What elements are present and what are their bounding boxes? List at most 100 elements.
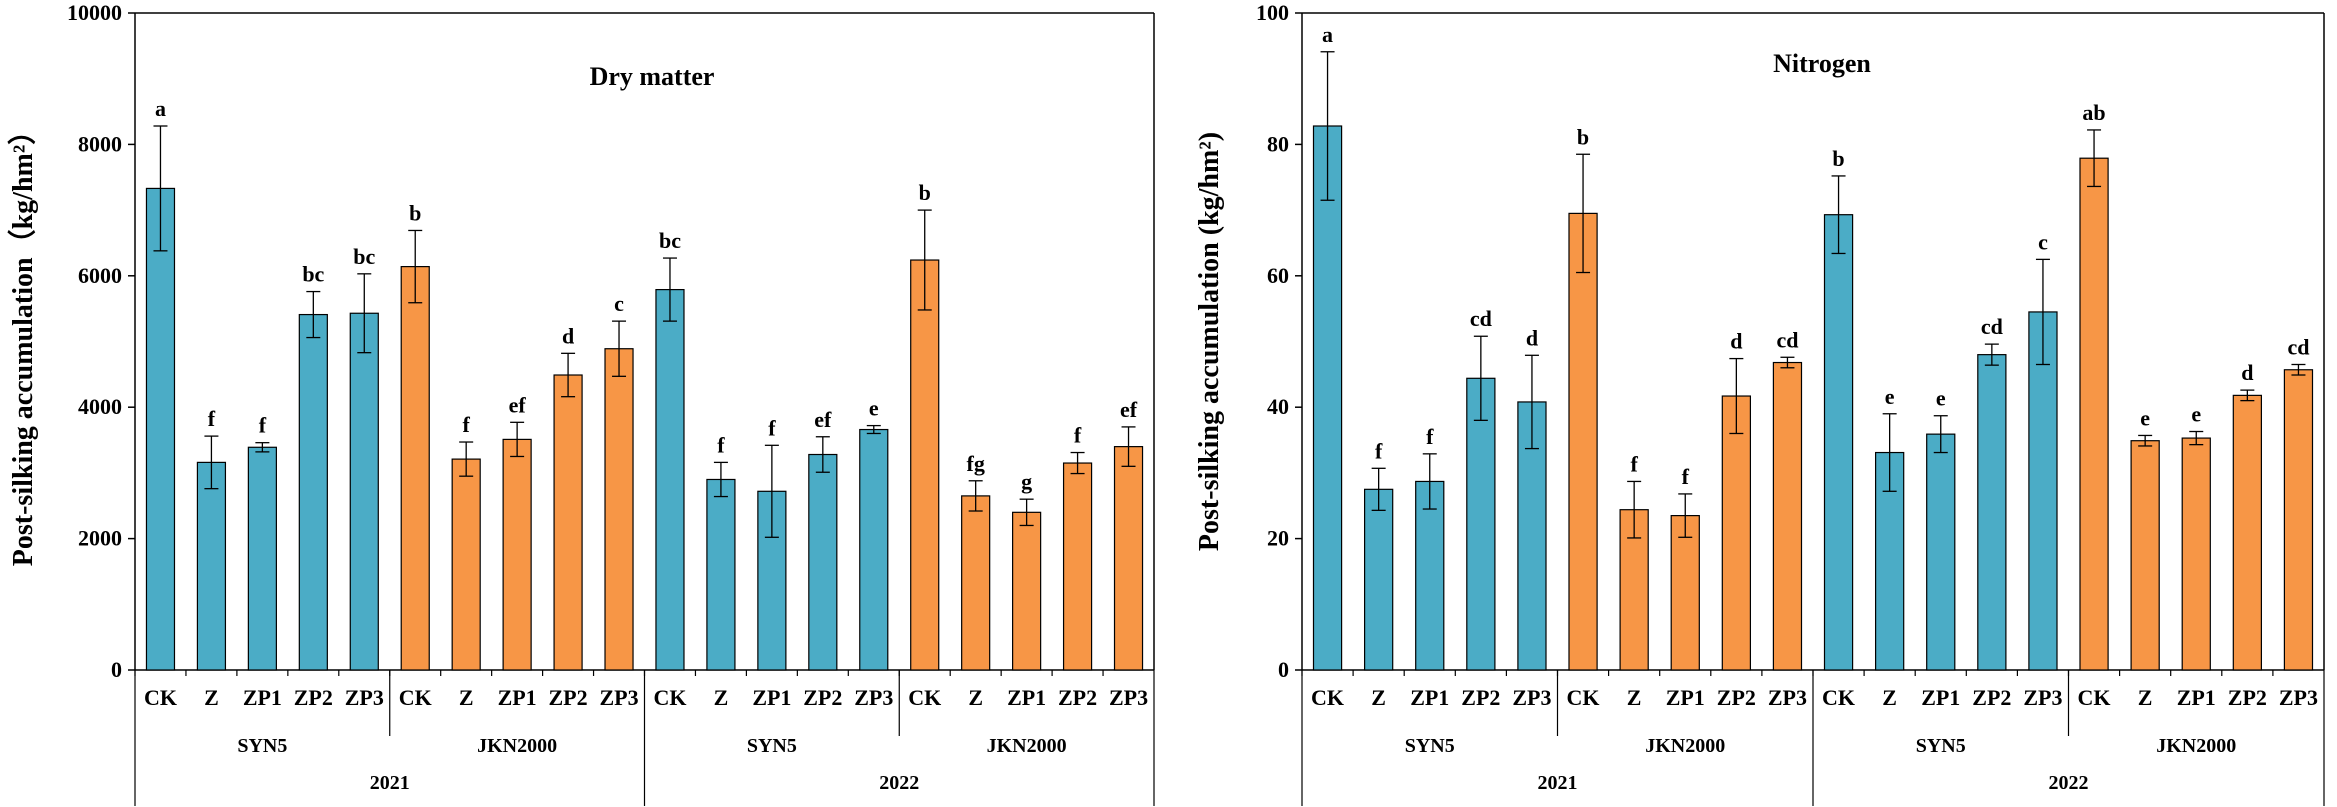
variety-group-label: JKN2000	[2156, 735, 2236, 757]
y-tick-label: 60	[1267, 263, 1289, 288]
bar	[1062, 462, 1093, 671]
significance-letter: b	[1577, 124, 1589, 149]
y-tick-label: 4000	[78, 394, 122, 419]
category-label: ZP1	[1666, 685, 1705, 710]
category-label: CK	[144, 685, 177, 710]
significance-letter: b	[919, 180, 931, 205]
variety-group-label: JKN2000	[1645, 735, 1725, 757]
significance-letter: c	[2038, 229, 2048, 254]
significance-letter: f	[208, 406, 216, 431]
y-axis-title: Post-silking accumulation（kg/hm²）	[6, 117, 39, 566]
significance-letter: f	[1682, 464, 1690, 489]
significance-letter: cd	[1470, 306, 1492, 331]
significance-letter: e	[2140, 405, 2150, 430]
significance-letter: e	[1885, 384, 1895, 409]
category-label: Z	[459, 685, 474, 710]
significance-letter: d	[562, 323, 574, 348]
bar	[1113, 446, 1144, 671]
significance-letter: f	[1630, 451, 1638, 476]
bar	[1619, 509, 1649, 671]
significance-letter: f	[1375, 438, 1383, 463]
significance-letter: f	[463, 412, 471, 437]
category-label: ZP2	[1717, 685, 1756, 710]
year-label: 2022	[2049, 772, 2089, 794]
bar	[1012, 511, 1042, 671]
significance-letter: bc	[353, 244, 375, 269]
significance-letter: f	[768, 415, 776, 440]
bar	[1312, 125, 1343, 671]
bar	[1568, 212, 1598, 671]
bar	[1772, 361, 1803, 671]
category-label: ZP1	[498, 685, 537, 710]
category-label: ZP3	[1109, 685, 1148, 710]
significance-letter: bc	[302, 262, 324, 287]
category-label: Z	[204, 685, 219, 710]
significance-letter: d	[1730, 329, 1742, 354]
bar	[2283, 369, 2314, 671]
category-label: Z	[1627, 685, 1642, 710]
significance-letter: e	[2191, 402, 2201, 427]
y-tick-label: 0	[1278, 657, 1289, 682]
bar	[1926, 433, 1956, 671]
bar	[1363, 488, 1394, 671]
bar	[2130, 440, 2160, 671]
category-label: CK	[2078, 685, 2111, 710]
significance-letter: f	[717, 432, 725, 457]
category-label: ZP1	[1007, 685, 1046, 710]
category-label: ZP3	[1512, 685, 1551, 710]
significance-letter: c	[614, 291, 624, 316]
category-label: ZP2	[803, 685, 842, 710]
significance-letter: ef	[814, 407, 832, 432]
chart-title: Dry matter	[590, 62, 715, 91]
category-label: CK	[908, 685, 941, 710]
bar	[910, 259, 940, 671]
y-tick-label: 10000	[67, 0, 122, 25]
bar	[961, 495, 991, 671]
category-label: ZP2	[294, 685, 333, 710]
significance-letter: e	[869, 396, 879, 421]
category-label: CK	[653, 685, 686, 710]
chart-nitrogen: 0 20 40 60 80 100 Nitrogen Post-silking accumul…	[1194, 0, 2325, 806]
variety-group-label: SYN5	[747, 735, 797, 757]
bar	[1823, 214, 1854, 671]
variety-group-label: JKN2000	[477, 735, 557, 757]
category-label: ZP2	[1058, 685, 1097, 710]
category-label: CK	[1311, 685, 1344, 710]
year-label: 2021	[370, 772, 410, 794]
bar	[808, 453, 838, 671]
bar	[706, 478, 736, 671]
bar	[2028, 311, 2058, 671]
category-label: ZP3	[854, 685, 893, 710]
category-label: ZP3	[345, 685, 384, 710]
category-label: CK	[399, 685, 432, 710]
y-tick-label: 100	[1256, 0, 1289, 25]
category-label: Z	[1371, 685, 1386, 710]
variety-group-label: SYN5	[1405, 735, 1455, 757]
significance-letter: d	[2241, 360, 2253, 385]
bar	[145, 187, 176, 671]
category-label: ZP1	[752, 685, 791, 710]
significance-letter: ab	[2082, 100, 2105, 125]
significance-letter: b	[1832, 146, 1844, 171]
y-tick-label: 0	[111, 657, 122, 682]
category-label: Z	[2138, 685, 2153, 710]
category-label: ZP2	[1461, 685, 1500, 710]
significance-letter: a	[1322, 22, 1333, 47]
category-label: ZP1	[1410, 685, 1449, 710]
significance-letter: g	[1021, 469, 1032, 494]
significance-letter: cd	[1981, 314, 2003, 339]
bar	[298, 313, 328, 671]
bar	[859, 428, 889, 671]
significance-letter: f	[259, 413, 267, 438]
variety-group-label: JKN2000	[987, 735, 1067, 757]
bar	[1415, 480, 1445, 671]
category-label: CK	[1567, 685, 1600, 710]
significance-letter: cd	[1776, 327, 1798, 352]
category-label: ZP3	[599, 685, 638, 710]
significance-letter: ef	[509, 392, 527, 417]
variety-group-label: SYN5	[1916, 735, 1966, 757]
bar	[1721, 395, 1752, 671]
category-label: ZP2	[2228, 685, 2267, 710]
bar	[349, 312, 379, 671]
